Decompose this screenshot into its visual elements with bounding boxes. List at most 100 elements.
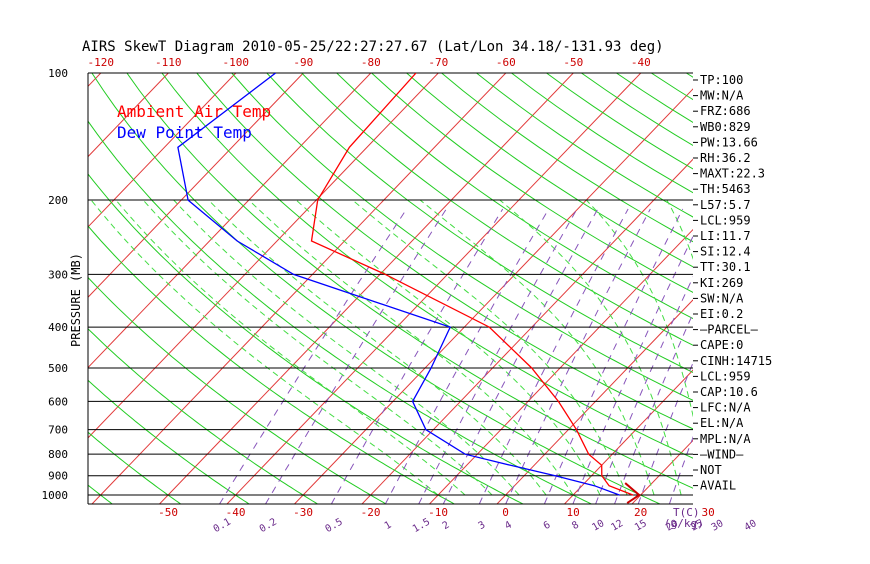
mixing-ratio-label: 30 xyxy=(710,518,726,534)
mixing-ratio-unit: (g/kg) xyxy=(664,517,704,530)
mixing-ratio-line xyxy=(385,209,548,504)
stability-index: L57:5.7 xyxy=(700,198,751,212)
top-temp-tick: -90 xyxy=(293,56,313,69)
mixing-ratio-line xyxy=(266,209,447,504)
stability-index: LFC:N/A xyxy=(700,401,751,415)
top-temp-tick: -110 xyxy=(155,56,182,69)
mixing-ratio-line xyxy=(573,209,707,504)
moist-adiabat-line xyxy=(249,200,573,495)
legend-dew-point-temp: Dew Point Temp xyxy=(117,123,252,142)
isotherm-line xyxy=(497,73,870,504)
stability-index: MAXT:22.3 xyxy=(700,167,765,181)
bottom-temp-tick: 0 xyxy=(502,506,509,519)
stability-index: AVAIL xyxy=(700,479,736,493)
stability-index: WB0:829 xyxy=(700,120,751,134)
isotherm-line xyxy=(295,73,709,504)
dry-adiabat-line xyxy=(407,73,870,504)
stability-index: CAPE:0 xyxy=(700,338,743,352)
mixing-ratio-label: 0.1 xyxy=(212,517,233,536)
dry-adiabat-line xyxy=(651,73,870,504)
pressure-tick-label: 1000 xyxy=(42,489,69,502)
dry-adiabat-line xyxy=(197,73,865,504)
y-axis-label: PRESSURE (MB) xyxy=(69,253,83,347)
stability-index: RH:36.2 xyxy=(700,151,751,165)
pressure-tick-label: 600 xyxy=(48,395,68,408)
pressure-tick-labels: 100 200 300 400 500 600 700 800 900 1000 xyxy=(42,67,69,502)
mixing-ratio-label: 0.2 xyxy=(258,517,279,536)
pressure-tick-label: 900 xyxy=(48,470,68,483)
mixing-ratio-label: 6 xyxy=(542,520,553,533)
pressure-tick-label: 700 xyxy=(48,424,68,437)
stability-index: KI:269 xyxy=(700,276,743,290)
top-temp-tick: -50 xyxy=(563,56,583,69)
isotherm-line xyxy=(227,73,641,504)
moist-adiabat-grid xyxy=(91,200,762,495)
stability-indices: TP:100MW:N/AFRZ:686WB0:829PW:13.66RH:36.… xyxy=(693,73,772,493)
pressure-tick-label: 200 xyxy=(48,194,68,207)
mixing-ratio-label: 0.5 xyxy=(324,517,345,536)
bottom-temp-tick: -30 xyxy=(293,506,313,519)
stability-index: MW:N/A xyxy=(700,89,744,103)
pressure-tick-label: 100 xyxy=(48,67,68,80)
stability-index: —PARCEL— xyxy=(700,323,759,337)
stability-index: CAP:10.6 xyxy=(700,385,758,399)
mixing-ratio-label: 12 xyxy=(609,518,625,534)
dry-adiabat-line xyxy=(442,73,870,504)
bottom-temp-tick: -50 xyxy=(158,506,178,519)
stability-index: SI:12.4 xyxy=(700,245,751,259)
mixing-ratio-label: 10 xyxy=(590,518,606,534)
top-temp-tick: -80 xyxy=(361,56,381,69)
bottom-temp-tick: 20 xyxy=(634,506,647,519)
chart-title: AIRS SkewT Diagram 2010-05-25/22:27:27.6… xyxy=(82,39,664,55)
stability-index: EL:N/A xyxy=(700,416,744,430)
stability-index: LI:11.7 xyxy=(700,229,751,243)
stability-index: LCL:959 xyxy=(700,369,751,383)
stability-index: CINH:14715 xyxy=(700,354,772,368)
pressure-tick-label: 300 xyxy=(48,268,68,281)
stability-index: TH:5463 xyxy=(700,182,751,196)
mixing-ratio-label: 3 xyxy=(477,520,488,533)
mixing-ratio-label: 8 xyxy=(570,520,581,533)
legend-ambient-air-temp: Ambient Air Temp xyxy=(117,102,271,121)
top-temp-tick: -100 xyxy=(223,56,250,69)
dry-adiabat-line xyxy=(372,73,870,504)
isotherm-line xyxy=(0,73,33,504)
top-temp-tick: -70 xyxy=(428,56,448,69)
isotherm-line xyxy=(0,73,101,504)
bottom-temp-tick: -10 xyxy=(428,506,448,519)
stability-index: TP:100 xyxy=(700,73,743,87)
stability-index: —WIND— xyxy=(700,447,744,461)
mixing-ratio-label: 15 xyxy=(633,518,649,534)
isotherm-line xyxy=(767,73,870,504)
mixing-ratio-label: 1 xyxy=(383,520,394,533)
stability-index: EI:0.2 xyxy=(700,307,743,321)
top-temp-tick: -120 xyxy=(88,56,115,69)
bottom-temp-tick: -40 xyxy=(226,506,246,519)
mixing-ratio-label: 4 xyxy=(503,520,514,533)
stability-index: SW:N/A xyxy=(700,291,744,305)
bottom-temp-tick: -20 xyxy=(361,506,381,519)
isotherm-line xyxy=(835,73,870,504)
pressure-tick-label: 500 xyxy=(48,362,68,375)
stability-index: PW:13.66 xyxy=(700,135,758,149)
pressure-tick-label: 400 xyxy=(48,321,68,334)
mixing-ratio-label: 40 xyxy=(743,518,759,534)
stability-index: TT:30.1 xyxy=(700,260,751,274)
top-temp-tick: -60 xyxy=(496,56,516,69)
ambient-air-temp-line xyxy=(312,73,634,495)
top-temp-tick-labels: -120-110-100-90-80-70-60-50-40 xyxy=(88,56,651,69)
mixing-ratio-label: 1.5 xyxy=(411,517,432,536)
dry-adiabat-line xyxy=(0,73,112,504)
stability-index: MPL:N/A xyxy=(700,432,751,446)
stability-index: LCL:959 xyxy=(700,213,751,227)
bottom-temp-tick: 10 xyxy=(566,506,579,519)
stability-index: NOT xyxy=(700,463,722,477)
mixing-ratio-line xyxy=(331,209,502,504)
dry-adiabat-line xyxy=(512,73,870,504)
pressure-tick-label: 800 xyxy=(48,448,68,461)
mixing-ratio-label: 2 xyxy=(441,520,452,533)
dry-adiabat-line xyxy=(232,73,870,504)
moist-adiabat-line xyxy=(174,200,519,495)
